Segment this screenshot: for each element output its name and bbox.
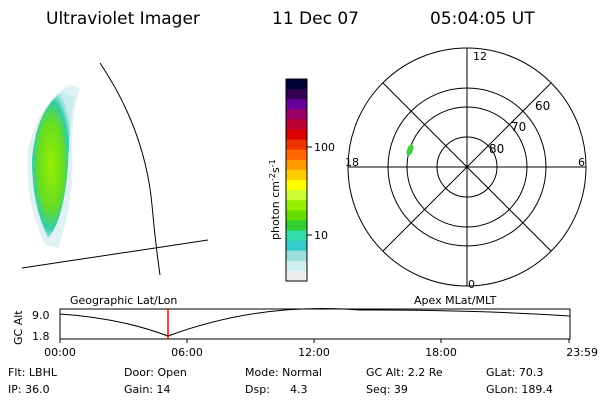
orbit-timeline: Geographic Lat/Lon Apex MLat/MLT GC Alt …: [12, 294, 598, 359]
timeline-x-label-0600: 06:00: [171, 346, 203, 359]
info-ip: IP: 36.0: [8, 383, 50, 396]
altitude-curve: [59, 307, 571, 337]
mlt-label-0: 0: [468, 278, 475, 291]
colorbar-unit-label: photon cm-2s-1: [268, 159, 282, 240]
polar-axis-diag-2: [382, 82, 552, 252]
colorbar-segment: [286, 220, 307, 231]
terminator-line: [21, 239, 209, 269]
colorbar-tick-label-100: 100: [314, 141, 335, 154]
colorbar-tick-label-10: 10: [314, 229, 328, 242]
colorbar-scale: [286, 79, 307, 282]
colorbar-segment: [286, 250, 307, 262]
info-footer: Flt: LBHL IP: 36.0 Door: Open Gain: 14 M…: [8, 366, 553, 396]
polar-mlt-plot: 12 18 6 0 60 70 80: [345, 47, 587, 291]
timeline-y-axis-label: GC Alt: [12, 310, 25, 345]
colorbar-segment: [286, 210, 307, 221]
info-filter: Flt: LBHL: [8, 366, 58, 379]
colorbar-segment: [286, 149, 307, 161]
info-door: Door: Open: [124, 366, 187, 379]
timeline-y-tick-max: 9.0: [32, 309, 50, 322]
timeline-x-label-0000: 00:00: [44, 346, 76, 359]
aurora-oval: [32, 92, 74, 238]
colorbar-segment: [286, 159, 307, 171]
mlt-label-12: 12: [473, 50, 487, 63]
colorbar-frame: [285, 78, 308, 282]
info-gc-alt: GC Alt: 2.2 Re: [366, 366, 443, 379]
info-seq: Seq: 39: [366, 383, 408, 396]
info-dsp-label: Dsp:: [245, 383, 270, 396]
colorbar-segment: [286, 119, 307, 130]
lat-label-60: 60: [535, 99, 550, 113]
timeline-frame: [59, 308, 571, 340]
date-label: 11 Dec 07: [272, 9, 359, 29]
colorbar-segment: [286, 129, 307, 141]
colorbar-segment: [286, 169, 307, 181]
timeline-x-label-1200: 12:00: [298, 346, 330, 359]
colorbar-segment: [286, 180, 307, 191]
aurora-spot: [406, 144, 414, 156]
colorbar-segment: [286, 260, 307, 272]
colorbar-segment: [286, 139, 307, 151]
colorbar-segment: [286, 190, 307, 201]
colorbar: 100 10 photon cm-2s-1: [268, 78, 335, 282]
info-glat: GLat: 70.3: [486, 366, 543, 379]
limb-line: [99, 62, 161, 276]
auroral-image: [21, 62, 209, 276]
colorbar-segment: [286, 79, 307, 90]
info-mode: Mode: Normal: [245, 366, 322, 379]
colorbar-segment: [286, 200, 307, 211]
colorbar-segment: [286, 230, 307, 242]
lat-label-70: 70: [511, 120, 526, 134]
timeline-left-title: Geographic Lat/Lon: [70, 294, 177, 307]
info-glon: GLon: 189.4: [486, 383, 553, 396]
info-gain: Gain: 14: [124, 383, 171, 396]
colorbar-segment: [286, 270, 307, 282]
colorbar-segment: [286, 109, 307, 120]
timeline-x-label-2359: 23:59: [566, 346, 598, 359]
mlt-label-6: 6: [578, 156, 585, 169]
colorbar-segment: [286, 99, 307, 110]
timeline-x-label-1800: 18:00: [425, 346, 457, 359]
colorbar-segment: [286, 240, 307, 252]
colorbar-segment: [286, 89, 307, 100]
info-dsp-value: 4.3: [290, 383, 308, 396]
instrument-title: Ultraviolet Imager: [46, 9, 200, 29]
mlt-label-18: 18: [345, 156, 359, 169]
timeline-right-title: Apex MLat/MLT: [414, 294, 497, 307]
lat-label-80: 80: [489, 142, 504, 156]
time-label: 05:04:05 UT: [430, 9, 535, 29]
timeline-y-tick-min: 1.8: [32, 330, 50, 343]
